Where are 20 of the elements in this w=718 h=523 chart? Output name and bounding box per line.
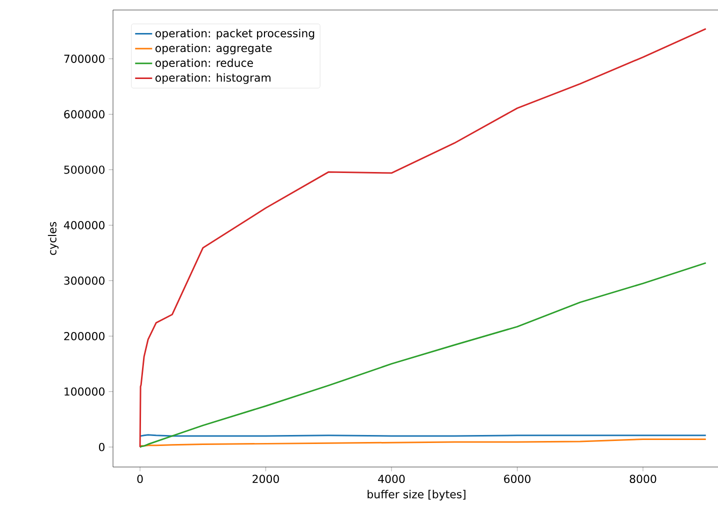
x-tick-label: 6000 (504, 474, 530, 484)
legend-label: operation: packet processing (156, 28, 314, 40)
x-axis-title: buffer size [bytes] (368, 490, 466, 501)
y-tick-label: 400000 (64, 221, 104, 230)
y-axis-title: cycles (48, 222, 59, 255)
legend-label: operation: aggregate (156, 44, 272, 54)
x-tick-label: 2000 (252, 474, 279, 484)
legend-label: operation: reduce (156, 58, 253, 70)
line-series (139, 28, 707, 448)
x-tick-label: 4000 (378, 474, 405, 484)
y-tick-label: 700000 (64, 54, 104, 63)
y-tick-label: 200000 (64, 332, 104, 340)
x-tick-label: 8000 (630, 474, 656, 484)
y-tick-label: 0 (98, 442, 104, 452)
y-tick-label: 100000 (64, 387, 104, 396)
y-tick-label: 500000 (64, 166, 104, 174)
y-tick-label: 300000 (64, 276, 104, 285)
legend-label: operation: histogram (156, 73, 270, 84)
x-tick-label: 0 (137, 474, 143, 484)
y-tick-label: 600000 (64, 110, 104, 118)
